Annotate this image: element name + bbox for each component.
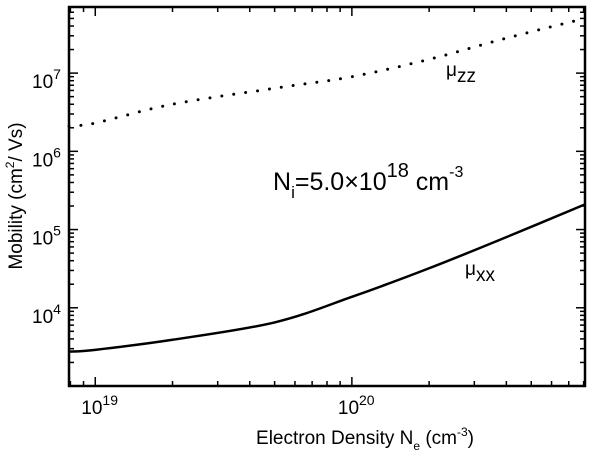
x-tick-label: 1019: [81, 392, 118, 419]
plot-frame: [67, 5, 587, 388]
x-tick-label: 1020: [338, 392, 375, 419]
series-label-mu-zz: μzz: [446, 60, 476, 87]
y-tick-label: 106: [32, 144, 61, 171]
y-tick-label: 104: [32, 301, 61, 328]
y-tick-label: 107: [32, 66, 61, 93]
y-tick-label: 105: [32, 223, 61, 250]
series-label-mu-xx: μxx: [465, 259, 495, 286]
series-line-mu-xx: [68, 203, 586, 353]
x-axis-label: Electron Density Ne (cm-3): [256, 425, 474, 453]
impurity-density-annotation: Ni=5.0×1018 cm-3: [273, 160, 463, 202]
y-axis-label: Mobility (cm2/ Vs): [3, 122, 27, 269]
series-line-mu-zz: [67, 16, 587, 128]
